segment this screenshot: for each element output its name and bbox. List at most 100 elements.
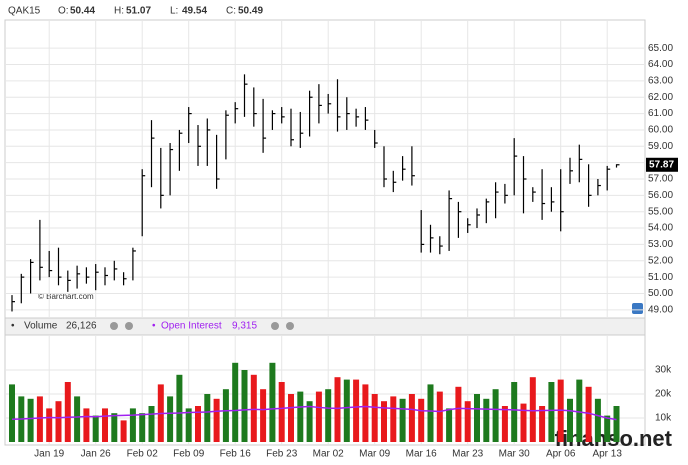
y-tick-label: 62.00 (648, 92, 673, 103)
x-tick-label: Mar 16 (406, 449, 438, 460)
y2-tick-label: 10k (655, 413, 672, 424)
x-tick-label: Feb 23 (266, 449, 298, 460)
volume-bar (315, 391, 322, 442)
close-icon[interactable] (125, 322, 133, 330)
volume-bar (399, 398, 406, 442)
scroll-button[interactable] (632, 303, 643, 314)
volume-bar (334, 377, 341, 442)
volume-bar (474, 394, 480, 442)
volume-bar (604, 415, 611, 442)
volume-bar (232, 362, 239, 442)
volume-bar (260, 389, 267, 442)
header-label: L: (170, 6, 178, 17)
y-tick-label: 56.00 (648, 190, 673, 201)
y2-tick-label: 20k (655, 389, 672, 400)
volume-bar (204, 394, 211, 442)
volume-bar (222, 389, 229, 442)
volume-bar (390, 396, 397, 442)
x-tick-label: Mar 02 (313, 449, 345, 460)
volume-bar (129, 408, 136, 442)
volume-bar (278, 382, 285, 442)
volume-bar (185, 408, 192, 442)
volume-bar (548, 382, 555, 442)
header-label: H: (114, 6, 124, 17)
header-label: O: (58, 6, 69, 17)
credit: © Barchart.com (38, 292, 94, 301)
volume-bar (269, 362, 276, 442)
y-tick-label: 55.00 (648, 206, 673, 217)
volume-bar (436, 391, 443, 442)
symbol: QAK15 (8, 6, 41, 17)
volume-bar (167, 396, 174, 442)
volume-bar (408, 394, 415, 442)
volume-bar (585, 386, 592, 442)
volume-bar (55, 401, 62, 442)
y-tick-label: 60.00 (648, 125, 673, 136)
volume-bar (613, 406, 620, 442)
last-price: 57.87 (649, 159, 674, 170)
x-tick-label: Mar 09 (359, 449, 391, 460)
x-tick-label: Apr 06 (546, 449, 576, 460)
volume-bar (371, 394, 378, 442)
open-interest-line (11, 405, 617, 421)
volume-bar (64, 382, 71, 442)
volume-bar (195, 406, 201, 442)
volume-bar (36, 396, 43, 442)
volume-bar (576, 379, 583, 442)
header-label: C: (226, 6, 236, 17)
volume-bar (343, 379, 350, 442)
volume-legend: Volume (24, 321, 58, 332)
x-tick-label: Feb 02 (127, 449, 159, 460)
y-tick-label: 54.00 (648, 223, 673, 234)
volume-bar (492, 389, 499, 442)
y-tick-label: 63.00 (648, 76, 673, 87)
volume-bar (102, 408, 108, 442)
x-tick-label: Mar 23 (452, 449, 484, 460)
volume-bar (455, 386, 462, 442)
y-tick-label: 61.00 (648, 108, 673, 119)
volume-bar (325, 389, 332, 442)
volume-bar (120, 420, 127, 442)
y-tick-label: 64.00 (648, 59, 673, 70)
x-tick-label: Apr 13 (592, 449, 622, 460)
oi-last: 9,315 (232, 321, 257, 332)
volume-bar (46, 408, 53, 442)
y-tick-label: 50.00 (648, 288, 673, 299)
volume-bar (288, 394, 294, 442)
volume-bar (381, 401, 387, 442)
settings-icon[interactable] (271, 322, 279, 330)
volume-bar (501, 406, 508, 442)
volume-bar (483, 398, 490, 442)
legend-dot: • (152, 321, 156, 332)
volume-bar (529, 377, 536, 442)
volume-bar (306, 401, 313, 442)
volume-bar (74, 396, 81, 442)
volume-bar (139, 413, 146, 442)
volume-bar (250, 374, 257, 442)
x-tick-label: Feb 16 (220, 449, 252, 460)
volume-bar (539, 406, 546, 442)
volume-bar (297, 391, 304, 442)
volume-bar (362, 384, 369, 442)
header-value: 51.07 (126, 6, 151, 17)
legend-dot: • (11, 321, 15, 332)
volume-bar (464, 401, 471, 442)
y-tick-label: 53.00 (648, 239, 673, 250)
volume-bar (353, 379, 360, 442)
volume-bar (213, 398, 220, 442)
volume-bar (427, 384, 434, 442)
price-panel (4, 19, 646, 319)
volume-bar (92, 415, 99, 442)
volume-bar (9, 384, 15, 442)
close-icon[interactable] (286, 322, 294, 330)
last-price-box (646, 157, 678, 172)
x-tick-label: Feb 09 (173, 449, 205, 460)
header-value: 50.49 (238, 6, 263, 17)
x-tick-label: Jan 19 (34, 449, 64, 460)
y-tick-label: 52.00 (648, 255, 673, 266)
volume-bar (176, 374, 183, 442)
settings-icon[interactable] (110, 322, 118, 330)
volume-bar (511, 382, 518, 442)
x-tick-label: Mar 30 (499, 449, 531, 460)
